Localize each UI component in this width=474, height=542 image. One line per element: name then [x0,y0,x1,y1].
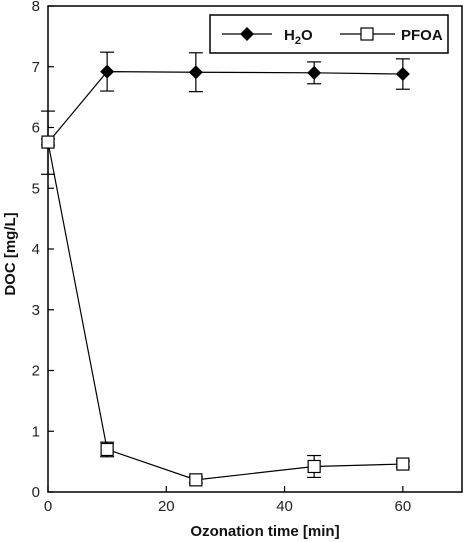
ticks: 0 1 2 3 4 5 6 7 8 0 20 40 60 [32,0,412,515]
legend-label-pfoa: PFOA [401,27,443,44]
y-tick-label: 2 [32,363,40,380]
axes [47,5,463,493]
data-point-diamond [100,64,115,79]
y-tick-label: 3 [32,302,40,319]
legend-h2o-sub: 2 [295,35,301,47]
x-tick-label: 20 [158,498,175,515]
x-tick-label: 0 [44,498,52,515]
series-h2o [41,51,410,175]
series-line-h2o [47,71,403,144]
y-tick-label: 1 [32,423,40,440]
y-tick-label: 4 [32,241,40,258]
data-point-diamond [307,65,322,80]
data-point-square [41,135,55,149]
data-point-square [189,473,203,487]
legend-h2o-main: H [284,27,295,44]
y-tick-label: 5 [32,180,40,197]
x-axis-title: Ozonation time [min] [190,523,339,540]
plot-frame [47,5,463,493]
legend-marker-h2o [240,27,254,41]
legend-marker-pfoa [360,27,374,41]
legend-h2o-tail: O [301,27,313,44]
data-point-square [100,442,114,457]
legend: H2O PFOA [209,14,449,54]
series-pfoa [41,135,410,487]
data-point-diamond [188,65,203,80]
y-axis-title: DOC [mg/L] [2,212,19,295]
data-point-square [396,457,410,471]
series-line-pfoa [47,141,403,481]
series-layer [41,51,410,487]
y-tick-label: 6 [32,120,40,137]
data-point-square [307,459,321,474]
y-tick-label: 0 [32,484,40,501]
x-tick-label: 40 [276,498,293,515]
data-point-diamond [395,67,410,82]
y-tick-label: 8 [32,0,40,15]
y-tick-label: 7 [32,59,40,76]
x-tick-label: 60 [395,498,412,515]
legend-label-h2o: H2O [284,27,313,47]
